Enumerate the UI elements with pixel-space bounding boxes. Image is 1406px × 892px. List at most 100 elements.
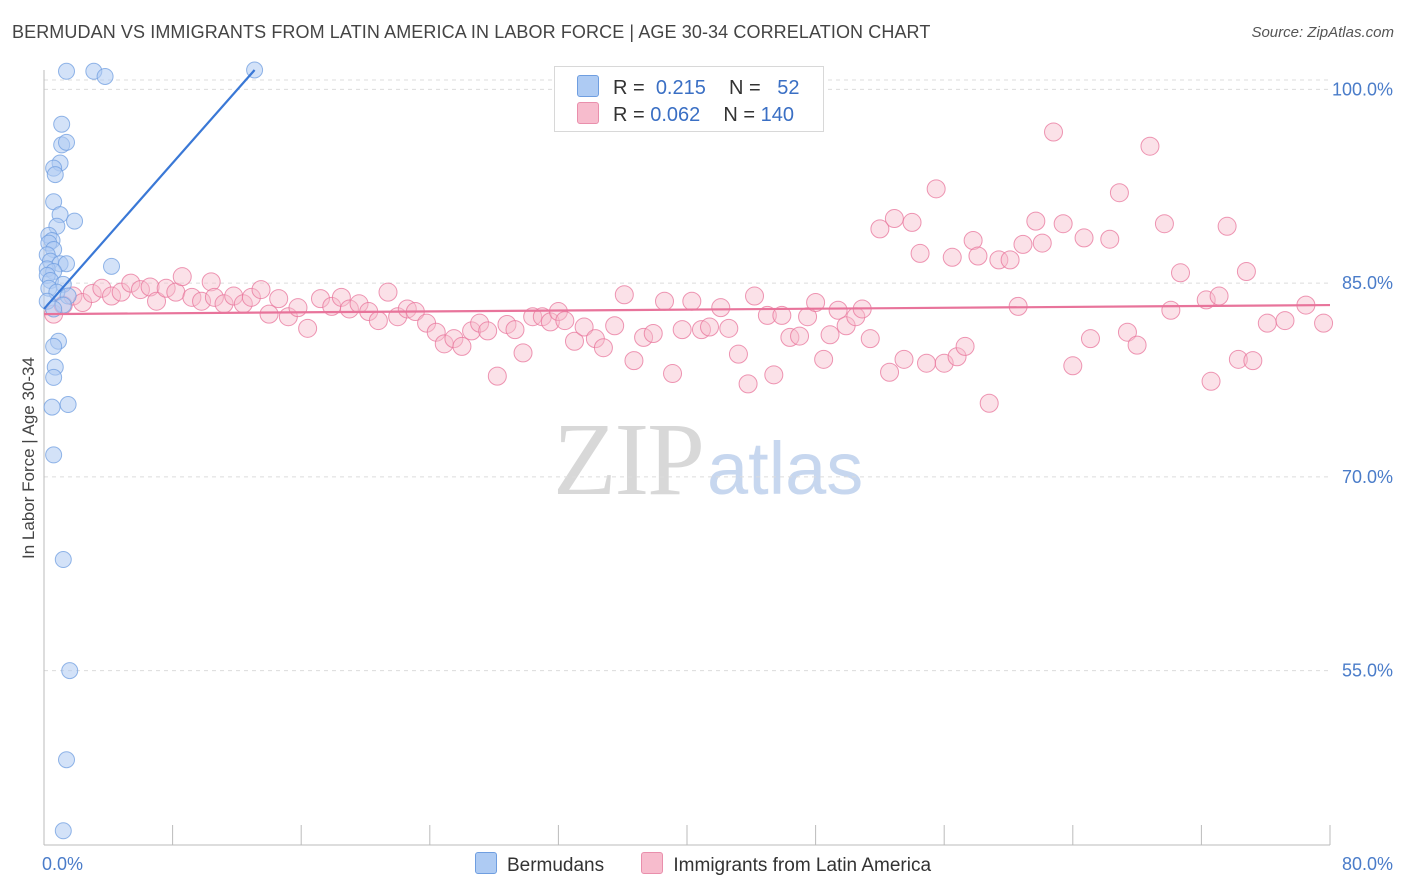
trend-lines xyxy=(43,69,1331,316)
trend-line-bermudans xyxy=(43,69,256,310)
data-point xyxy=(902,212,922,232)
data-point xyxy=(728,344,748,364)
data-point xyxy=(1217,216,1237,236)
data-point xyxy=(397,299,417,319)
series-legend-swatch-immigrants xyxy=(641,852,664,874)
data-point xyxy=(1243,351,1263,371)
legend-n-label: N = xyxy=(723,104,756,126)
data-point xyxy=(462,321,482,341)
data-point xyxy=(870,219,890,239)
data-point xyxy=(1314,313,1334,333)
series-immigrants-from-latin-america xyxy=(44,122,1334,413)
data-point xyxy=(53,115,71,133)
data-point xyxy=(772,305,792,325)
y-axis-label: In Labor Force | Age 30-34 xyxy=(19,357,38,559)
data-point xyxy=(1026,211,1046,231)
x-tick-label: 0.0% xyxy=(42,854,83,874)
series-legend-label: Immigrants from Latin America xyxy=(673,855,932,876)
series-bermudans xyxy=(38,61,264,840)
data-point xyxy=(963,231,983,250)
data-point xyxy=(204,287,224,307)
data-point xyxy=(1013,234,1033,254)
data-point xyxy=(790,326,810,346)
data-point xyxy=(884,209,904,229)
data-point xyxy=(1100,229,1120,249)
series-legend-swatch-bermudans xyxy=(474,852,497,874)
data-point xyxy=(1275,311,1295,331)
data-point xyxy=(102,286,122,306)
data-point xyxy=(593,338,613,358)
data-point xyxy=(1257,313,1277,333)
x-tick-label: 80.0% xyxy=(1342,854,1393,874)
data-point xyxy=(43,398,61,416)
watermark: ZIPatlas xyxy=(553,400,863,519)
data-point xyxy=(654,291,674,311)
legend-n-value: 140 xyxy=(760,104,794,126)
series-legend-label: Bermudans xyxy=(506,855,605,876)
data-point xyxy=(331,287,351,307)
y-tick-label: 55.0% xyxy=(1342,661,1393,681)
data-point xyxy=(979,393,999,413)
data-point xyxy=(643,324,663,343)
watermark-atlas: atlas xyxy=(707,427,864,510)
data-point xyxy=(757,305,777,325)
data-point xyxy=(140,277,160,297)
data-point xyxy=(444,329,464,349)
data-point xyxy=(241,287,261,307)
data-point xyxy=(634,327,654,347)
tick-labels: 100.0% 85.0% 70.0% 55.0% 0.0% 80.0% In Labor F… xyxy=(19,79,1393,874)
data-point xyxy=(182,287,202,307)
legend-r-value: 0.215 xyxy=(655,77,706,99)
data-point xyxy=(814,349,834,369)
data-point xyxy=(172,267,192,287)
data-point xyxy=(1053,214,1073,234)
data-point xyxy=(672,320,692,340)
data-point xyxy=(1161,300,1181,320)
data-point xyxy=(298,318,318,338)
data-point xyxy=(58,255,76,273)
data-point xyxy=(1196,290,1216,310)
data-point xyxy=(339,299,359,319)
data-point xyxy=(45,446,63,464)
data-point xyxy=(1201,371,1221,391)
data-point xyxy=(45,368,63,386)
data-point xyxy=(806,293,826,312)
trend-line-immigrants xyxy=(43,303,1331,316)
data-point xyxy=(478,321,498,341)
axes xyxy=(43,70,1331,846)
data-point xyxy=(96,67,114,85)
chart-title: BERMUDAN VS IMMIGRANTS FROM LATIN AMERIC… xyxy=(12,22,931,42)
data-point xyxy=(121,273,141,293)
data-point xyxy=(942,247,962,267)
data-point xyxy=(860,329,880,349)
data-point xyxy=(487,366,507,386)
data-point xyxy=(452,336,472,356)
data-point xyxy=(1074,228,1094,248)
legend-swatch-immigrants xyxy=(577,102,599,124)
data-point xyxy=(1117,322,1137,342)
data-point xyxy=(605,316,625,336)
data-point xyxy=(82,283,102,303)
correlation-legend: R = 0.215 N = 52 R = 0.062 N = 140 xyxy=(554,66,824,132)
data-point xyxy=(269,289,289,309)
y-tick-label: 100.0% xyxy=(1332,79,1393,99)
data-point xyxy=(1154,214,1174,234)
data-point xyxy=(58,62,76,80)
data-point xyxy=(1080,329,1100,349)
data-point xyxy=(968,246,988,266)
data-point xyxy=(555,311,575,331)
legend-r-value: 0.062 xyxy=(650,104,701,126)
data-point xyxy=(66,212,84,230)
data-point xyxy=(1063,356,1083,376)
data-point xyxy=(564,331,584,351)
data-point xyxy=(1109,183,1129,203)
data-point xyxy=(780,327,800,347)
watermark-zip: ZIP xyxy=(553,402,705,517)
data-point xyxy=(663,364,683,384)
data-point xyxy=(470,313,490,333)
data-point xyxy=(624,351,644,371)
data-point xyxy=(1228,349,1248,369)
data-point xyxy=(682,291,702,311)
data-point xyxy=(46,166,64,184)
legend-swatch-bermudans xyxy=(577,75,599,97)
